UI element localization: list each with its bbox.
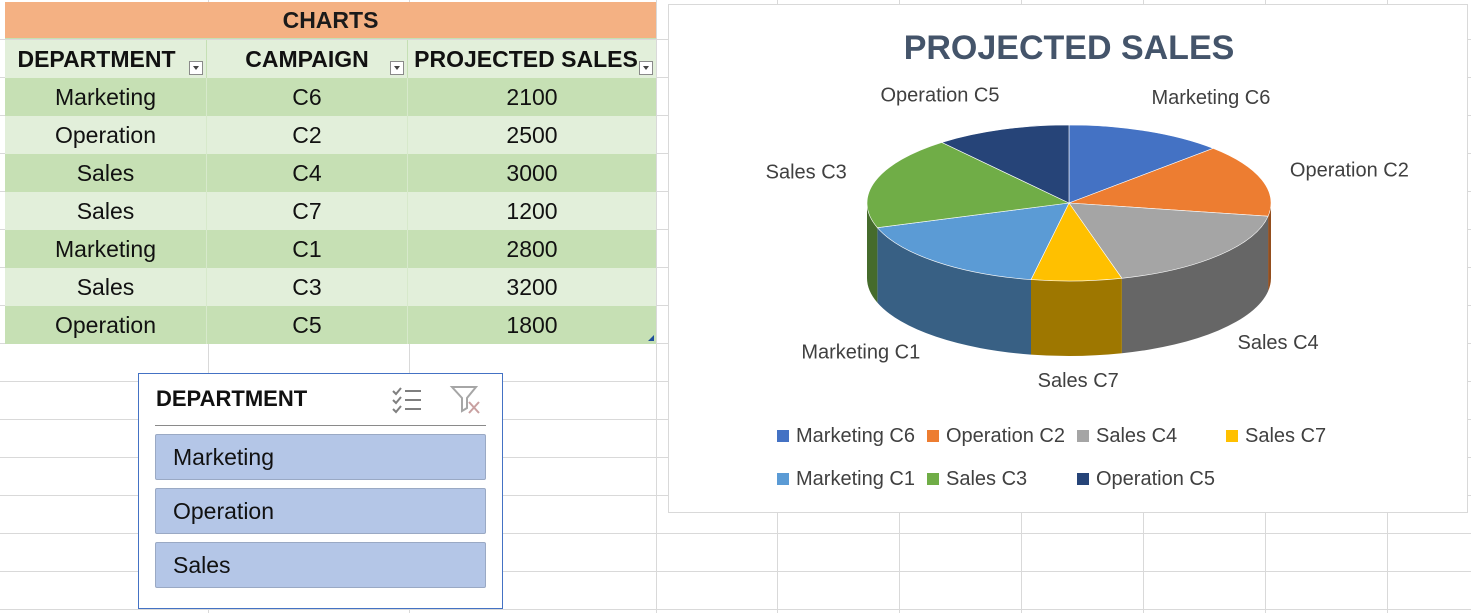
- table-row[interactable]: Operation C5 1800: [5, 306, 656, 344]
- table-row[interactable]: Operation C2 2500: [5, 116, 656, 154]
- pie-slice[interactable]: [876, 202, 1070, 280]
- table-row[interactable]: Sales C3 3200: [5, 268, 656, 306]
- pie-slice-side: [1268, 203, 1271, 292]
- pie-data-label: Sales C7: [1038, 370, 1119, 392]
- pie-slice-side: [1121, 216, 1269, 354]
- clear-filter-icon[interactable]: [449, 384, 483, 416]
- pie-slice-side: [867, 203, 878, 303]
- legend-swatch: [927, 430, 939, 442]
- table-cell[interactable]: Operation: [5, 306, 207, 344]
- slicer-item-operation[interactable]: Operation: [155, 488, 486, 534]
- table-cell[interactable]: 2100: [506, 83, 558, 110]
- table-cell[interactable]: 2500: [506, 121, 558, 148]
- table-title: CHARTS: [5, 2, 656, 39]
- filter-dropdown-button[interactable]: [189, 61, 203, 75]
- slicer-item-marketing[interactable]: Marketing: [155, 434, 486, 480]
- filter-dropdown-button[interactable]: [639, 61, 653, 75]
- legend-swatch: [927, 473, 939, 485]
- pie-data-label: Sales C4: [1238, 332, 1319, 354]
- pie-data-label: Marketing C6: [1151, 87, 1270, 109]
- legend-swatch: [1226, 430, 1238, 442]
- table-resize-handle[interactable]: [648, 335, 654, 341]
- table-cell[interactable]: 3200: [506, 273, 558, 300]
- legend-swatch: [1077, 430, 1089, 442]
- pie-slice-side: [1030, 278, 1122, 357]
- header-label: DEPARTMENT: [17, 45, 176, 72]
- table-cell[interactable]: C5: [207, 306, 408, 344]
- table-cell[interactable]: C3: [207, 268, 408, 306]
- pie-data-label: Operation C5: [881, 85, 1000, 107]
- grid-row-line: [0, 609, 1471, 610]
- legend-swatch: [777, 473, 789, 485]
- slicer-item-sales[interactable]: Sales: [155, 542, 486, 588]
- header-label: PROJECTED SALES: [414, 45, 638, 72]
- legend-entry: Sales C7: [1245, 425, 1326, 447]
- table-cell[interactable]: C6: [207, 78, 408, 116]
- pie-data-label: Operation C2: [1290, 159, 1409, 181]
- table-row[interactable]: Marketing C1 2800: [5, 230, 656, 268]
- table-cell[interactable]: C2: [207, 116, 408, 154]
- header-projected-sales: PROJECTED SALES: [408, 40, 656, 78]
- legend-swatch: [777, 430, 789, 442]
- legend-entry: Operation C2: [946, 425, 1065, 447]
- pie-slice[interactable]: [1068, 124, 1215, 204]
- pie-slice[interactable]: [1068, 202, 1269, 279]
- table-cell[interactable]: C4: [207, 154, 408, 192]
- table-row[interactable]: Sales C4 3000: [5, 154, 656, 192]
- legend-entry: Sales C4: [1096, 425, 1177, 447]
- table-cell[interactable]: Sales: [5, 192, 207, 230]
- table-cell[interactable]: Marketing: [5, 78, 207, 116]
- pie-side-walls: [867, 203, 1271, 357]
- legend-entry: Marketing C1: [796, 468, 915, 490]
- pie-data-label: Marketing C1: [801, 341, 920, 363]
- pie-slice[interactable]: [866, 142, 1071, 228]
- pie-slice[interactable]: [940, 124, 1070, 204]
- table-cell[interactable]: Marketing: [5, 230, 207, 268]
- slicer-title: DEPARTMENT: [156, 386, 308, 411]
- header-row: DEPARTMENT CAMPAIGN PROJECTED SALES: [5, 40, 656, 78]
- pie-chart[interactable]: PROJECTED SALES Marketing C6 Operation C2 S…: [668, 4, 1468, 513]
- table-row[interactable]: Sales C7 1200: [5, 192, 656, 230]
- table-cell[interactable]: 3000: [506, 159, 558, 186]
- table-cell[interactable]: 2800: [506, 235, 558, 262]
- pie-slice-side: [877, 227, 1031, 355]
- legend-entry: Sales C3: [946, 468, 1027, 490]
- table-cell[interactable]: Operation: [5, 116, 207, 154]
- legend-entry: Operation C5: [1096, 468, 1215, 490]
- grid-row-line: [0, 533, 1471, 534]
- legend-entry: Marketing C6: [796, 425, 915, 447]
- filter-dropdown-button[interactable]: [390, 61, 404, 75]
- header-department: DEPARTMENT: [5, 40, 207, 78]
- pie-slice[interactable]: [1068, 148, 1272, 217]
- grid-row-line: [0, 571, 1471, 572]
- header-campaign: CAMPAIGN: [207, 40, 408, 78]
- slicer-separator: [155, 425, 486, 426]
- table-cell[interactable]: 1200: [506, 197, 558, 224]
- table-cell[interactable]: 1800: [506, 311, 558, 338]
- department-slicer: DEPARTMENT Marketing Operation Sales: [138, 373, 503, 609]
- multi-select-icon[interactable]: [390, 384, 424, 416]
- legend-swatch: [1077, 473, 1089, 485]
- header-label: CAMPAIGN: [245, 45, 369, 72]
- grid-column-line: [656, 0, 657, 613]
- table-cell[interactable]: C1: [207, 230, 408, 268]
- chart-title: PROJECTED SALES: [904, 29, 1235, 67]
- table-cell[interactable]: Sales: [5, 154, 207, 192]
- table-row[interactable]: Marketing C6 2100: [5, 78, 656, 116]
- pie-chart-canvas: PROJECTED SALES Marketing C6 Operation C2 S…: [766, 29, 1409, 490]
- pie-data-label: Sales C3: [766, 162, 847, 184]
- table-cell[interactable]: Sales: [5, 268, 207, 306]
- table-cell[interactable]: C7: [207, 192, 408, 230]
